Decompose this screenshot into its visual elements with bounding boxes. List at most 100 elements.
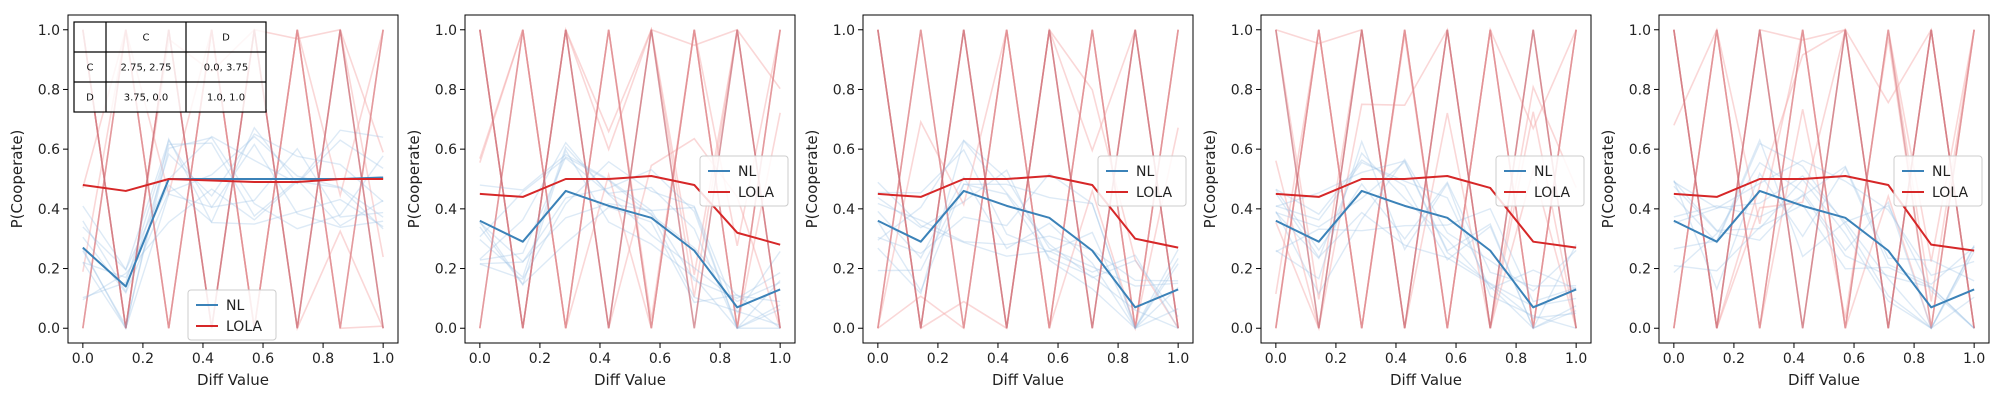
nl-trace bbox=[82, 138, 384, 271]
axes-frame bbox=[67, 14, 399, 344]
lola-trace bbox=[1673, 29, 1975, 329]
y-tick-label: 1.0 bbox=[833, 23, 855, 39]
nl-trace bbox=[1673, 175, 1975, 330]
x-tick-label: 0.4 bbox=[987, 351, 1009, 367]
legend: NL LOLA bbox=[1495, 155, 1585, 207]
y-tick-label: 0.8 bbox=[833, 82, 855, 98]
chart-panel-2: 0.0 0.2 0.4 0.6 0.8 1.0 0.0 0.2 0.4 0.6 0.8 1.0 Diff… bbox=[405, 14, 796, 389]
nl-trace bbox=[877, 172, 1179, 330]
lola-trace bbox=[479, 26, 781, 329]
mixed-trace bbox=[1673, 29, 1975, 329]
series-line-lola bbox=[82, 178, 384, 192]
y-tick-label: 0.4 bbox=[833, 202, 855, 218]
lola-trace bbox=[1275, 29, 1577, 329]
x-tick-label: 0.0 bbox=[72, 351, 94, 367]
lola-trace bbox=[1673, 29, 1975, 329]
legend-label-nl: NL bbox=[738, 164, 756, 180]
legend: NL LOLA bbox=[1893, 155, 1983, 207]
mixed-trace bbox=[479, 29, 781, 329]
y-tick-label: 0.2 bbox=[833, 262, 855, 278]
lola-trace bbox=[1673, 27, 1975, 329]
y-tick-label: 0.0 bbox=[1231, 321, 1253, 337]
y-tick-label: 0.6 bbox=[38, 142, 60, 158]
x-axis-label: Diff Value bbox=[1390, 371, 1462, 389]
x-tick-label: 0.0 bbox=[867, 351, 889, 367]
x-tick-label: 0.4 bbox=[1385, 351, 1407, 367]
x-tick-label: 0.6 bbox=[649, 351, 671, 367]
lola-trace bbox=[1673, 29, 1975, 329]
lola-trace bbox=[877, 29, 1179, 329]
nl-trace bbox=[479, 148, 781, 330]
nl-trace bbox=[1673, 178, 1975, 330]
legend-label-nl: NL bbox=[1932, 164, 1950, 180]
lola-trace bbox=[1275, 29, 1577, 329]
mixed-trace bbox=[1673, 29, 1975, 329]
x-tick-label: 0.8 bbox=[1505, 351, 1527, 367]
x-tick-label: 1.0 bbox=[1167, 351, 1189, 367]
nl-trace bbox=[82, 142, 384, 299]
series-line-nl bbox=[479, 189, 781, 309]
chart-panel-1: 0.0 0.2 0.4 0.6 0.8 1.0 0.0 0.2 0.4 0.6 0.8 1.0 Diff… bbox=[8, 14, 399, 389]
lola-trace bbox=[479, 29, 781, 329]
x-tick-label: 0.0 bbox=[469, 351, 491, 367]
mixed-trace bbox=[877, 29, 1179, 329]
nl-trace bbox=[877, 183, 1179, 330]
payoff-table: C D C 2.75, 2.75 0.0, 3.75 D 3.75, 0.0 1.0, 1.0 bbox=[73, 21, 267, 113]
lola-trace bbox=[1275, 29, 1577, 329]
nl-trace bbox=[82, 136, 384, 328]
legend-label-lola: LOLA bbox=[226, 319, 262, 335]
lola-trace bbox=[479, 29, 781, 329]
x-tick-label: 1.0 bbox=[769, 351, 791, 367]
x-tick-label: 0.6 bbox=[1843, 351, 1865, 367]
series-line-nl bbox=[1275, 189, 1577, 309]
x-tick-label: 0.4 bbox=[192, 351, 214, 367]
nl-trace bbox=[479, 157, 781, 326]
lola-trace bbox=[877, 29, 1179, 330]
y-tick-label: 0.4 bbox=[1629, 202, 1651, 218]
nl-trace bbox=[479, 141, 781, 303]
chart-panel-4: 0.0 0.2 0.4 0.6 0.8 1.0 0.0 0.2 0.4 0.6 0.8 1.0 Diff… bbox=[1201, 14, 1592, 389]
y-tick-label: 0.2 bbox=[1629, 262, 1651, 278]
x-tick-label: 0.6 bbox=[1445, 351, 1467, 367]
x-tick-label: 0.4 bbox=[589, 351, 611, 367]
lola-trace bbox=[1673, 29, 1975, 329]
lola-trace bbox=[1275, 27, 1577, 329]
nl-trace bbox=[1275, 160, 1577, 330]
series-line-nl bbox=[1673, 189, 1975, 309]
x-axis-label: Diff Value bbox=[197, 371, 269, 389]
nl-trace bbox=[82, 129, 384, 271]
nl-trace bbox=[1275, 161, 1577, 290]
nl-trace bbox=[1275, 158, 1577, 296]
mixed-trace bbox=[479, 29, 781, 329]
lola-trace bbox=[1673, 29, 1975, 329]
lola-trace bbox=[479, 29, 781, 329]
mixed-trace bbox=[1275, 29, 1577, 329]
series-line-lola bbox=[1673, 175, 1975, 252]
x-axis-label: Diff Value bbox=[1788, 371, 1860, 389]
nl-trace bbox=[1673, 165, 1975, 282]
nl-trace bbox=[82, 147, 384, 331]
lola-trace bbox=[1275, 26, 1577, 329]
lola-trace bbox=[479, 29, 781, 329]
nl-trace bbox=[877, 183, 1179, 329]
x-tick-label: 0.8 bbox=[1107, 351, 1129, 367]
lola-trace bbox=[1673, 27, 1975, 329]
nl-trace bbox=[877, 139, 1179, 287]
nl-trace bbox=[82, 137, 384, 331]
table-cell: D bbox=[222, 33, 230, 44]
mixed-trace bbox=[877, 29, 1179, 329]
axes-frame bbox=[1658, 14, 1990, 344]
y-axis-label: P(Cooperate) bbox=[1599, 130, 1617, 229]
nl-trace bbox=[1673, 161, 1975, 331]
y-tick-label: 0.2 bbox=[1231, 262, 1253, 278]
x-tick-label: 0.8 bbox=[312, 351, 334, 367]
plot-area bbox=[1275, 26, 1577, 332]
mixed-trace bbox=[479, 29, 781, 329]
background-traces bbox=[1275, 26, 1577, 332]
x-axis-label: Diff Value bbox=[992, 371, 1064, 389]
y-tick-label: 1.0 bbox=[1629, 23, 1651, 39]
background-traces bbox=[877, 27, 1179, 332]
table-cell: C bbox=[87, 63, 94, 74]
x-tick-label: 1.0 bbox=[1963, 351, 1985, 367]
